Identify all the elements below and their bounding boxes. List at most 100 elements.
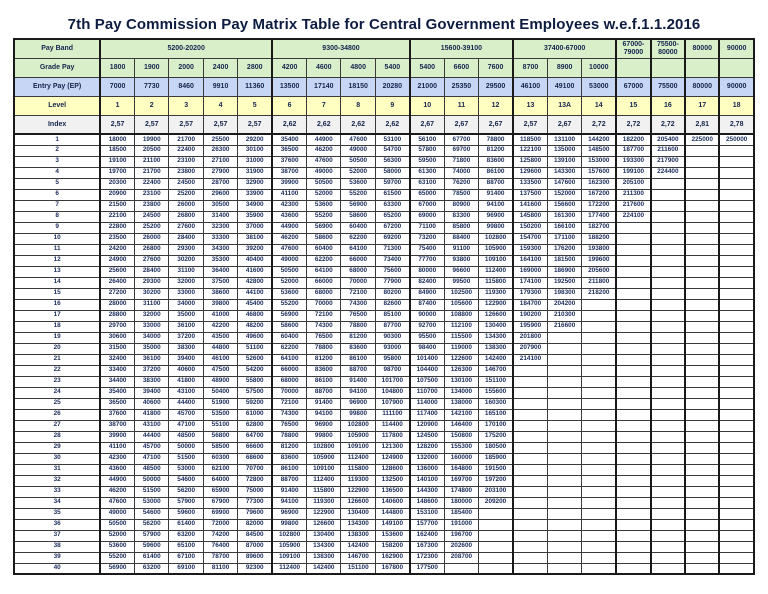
- matrix-cell: 209200: [478, 496, 514, 509]
- matrix-cell: 108800: [443, 309, 480, 322]
- matrix-cell: 60400: [306, 243, 342, 256]
- matrix-cell: 207900: [512, 342, 548, 355]
- matrix-cell: [649, 408, 686, 421]
- matrix-cell: 84900: [408, 287, 445, 300]
- matrix-cell: [546, 529, 583, 542]
- level-number: 14: [581, 95, 617, 116]
- matrix-cell: [684, 155, 720, 168]
- matrix-row: 38 53600 59600 65100 76400 87000 105900 134300 1…: [13, 540, 755, 553]
- matrix-cell: 35300: [202, 254, 239, 267]
- matrix-cell: [684, 188, 720, 201]
- level-number: 8: [340, 95, 376, 116]
- matrix-cell: 63200: [134, 562, 170, 575]
- matrix-cell: 134300: [340, 518, 376, 531]
- matrix-cell: [581, 540, 617, 553]
- matrix-cell: 62200: [306, 254, 342, 267]
- matrix-cell: [546, 507, 583, 520]
- matrix-cell: [546, 463, 583, 476]
- matrix-cell: [581, 485, 617, 498]
- matrix-cell: 114000: [408, 397, 445, 410]
- matrix-cell: 211600: [649, 144, 686, 157]
- matrix-cell: 18000: [99, 133, 136, 146]
- matrix-cell: [615, 309, 652, 322]
- matrix-cell: [615, 221, 652, 234]
- matrix-cell: 204200: [546, 298, 583, 311]
- matrix-row: 33 46200 51500 56200 65900 75000 91400 115800 12…: [13, 485, 755, 498]
- matrix-cell: [581, 364, 617, 377]
- matrix-cell: 66000: [271, 364, 308, 377]
- matrix-cell: 174100: [512, 276, 548, 289]
- matrix-cell: 55800: [237, 375, 273, 388]
- matrix-cell: [615, 529, 652, 542]
- matrix-cell: [512, 430, 548, 443]
- matrix-cell: 210300: [546, 309, 583, 322]
- matrix-cell: 56900: [99, 562, 136, 575]
- matrix-cell: 38100: [237, 232, 273, 245]
- matrix-cell: 28800: [99, 309, 136, 322]
- matrix-cell: 52600: [237, 353, 273, 366]
- matrix-cell: [615, 430, 652, 443]
- matrix-cell: [718, 276, 755, 289]
- matrix-cell: 50500: [306, 177, 342, 190]
- row-index-cell: 30: [13, 452, 102, 465]
- matrix-cell: 85100: [374, 309, 411, 322]
- matrix-row: 14 26400 29300 32000 37500 42800 52000 66000 700…: [13, 276, 755, 289]
- fitment-index-value: 2,67: [443, 114, 480, 135]
- matrix-cell: 61500: [374, 188, 411, 201]
- matrix-cell: 59700: [374, 177, 411, 190]
- matrix-cell: 136000: [408, 463, 445, 476]
- matrix-cell: 224100: [615, 210, 652, 223]
- grade-pay-value: [718, 57, 755, 78]
- matrix-cell: 146400: [443, 419, 480, 432]
- matrix-cell: 60400: [271, 331, 308, 344]
- matrix-cell: 65200: [374, 210, 411, 223]
- matrix-cell: 202600: [443, 540, 480, 553]
- matrix-cell: [718, 430, 755, 443]
- matrix-cell: [581, 496, 617, 509]
- matrix-row: 21 32400 36100 39400 46100 52600 64100 81200 861…: [13, 353, 755, 366]
- matrix-cell: 150200: [512, 221, 548, 234]
- matrix-cell: [649, 287, 686, 300]
- matrix-cell: [684, 221, 720, 234]
- row-index-cell: 17: [13, 309, 102, 322]
- matrix-cell: 91400: [478, 188, 514, 201]
- matrix-cell: 64700: [237, 430, 273, 443]
- matrix-cell: 48500: [134, 463, 170, 476]
- matrix-cell: 47100: [168, 419, 204, 432]
- matrix-cell: [478, 529, 514, 542]
- matrix-cell: 33000: [168, 287, 204, 300]
- matrix-cell: 105900: [271, 540, 308, 553]
- matrix-cell: [684, 463, 720, 476]
- matrix-cell: [684, 177, 720, 190]
- matrix-cell: 19900: [134, 133, 170, 146]
- matrix-cell: 138300: [306, 551, 342, 564]
- matrix-cell: 142100: [443, 408, 480, 421]
- matrix-cell: [718, 199, 755, 212]
- matrix-cell: 33300: [202, 232, 239, 245]
- grade-pay-value: 8900: [546, 57, 583, 78]
- matrix-cell: 59500: [408, 155, 445, 168]
- matrix-cell: 126600: [478, 309, 514, 322]
- matrix-cell: 50500: [340, 155, 376, 168]
- matrix-cell: 124900: [374, 452, 411, 465]
- matrix-cell: [615, 540, 652, 553]
- matrix-cell: 91400: [271, 485, 308, 498]
- matrix-cell: 47600: [306, 155, 342, 168]
- matrix-cell: [649, 221, 686, 234]
- matrix-cell: [581, 529, 617, 542]
- matrix-cell: 67900: [202, 496, 239, 509]
- matrix-cell: [684, 441, 720, 454]
- matrix-cell: [581, 419, 617, 432]
- matrix-cell: 42200: [202, 320, 239, 333]
- matrix-cell: 31400: [202, 210, 239, 223]
- matrix-cell: 145800: [512, 210, 548, 223]
- matrix-cell: [649, 496, 686, 509]
- matrix-cell: 139100: [546, 155, 583, 168]
- matrix-row: 17 28800 32000 35000 41000 46800 56900 72100 765…: [13, 309, 755, 322]
- matrix-cell: 59600: [134, 540, 170, 553]
- level-number: 18: [718, 95, 755, 116]
- matrix-cell: 193800: [581, 243, 617, 256]
- matrix-cell: 44400: [134, 430, 170, 443]
- row-index-cell: 8: [13, 210, 102, 223]
- fitment-index-value: 2,57: [168, 114, 204, 135]
